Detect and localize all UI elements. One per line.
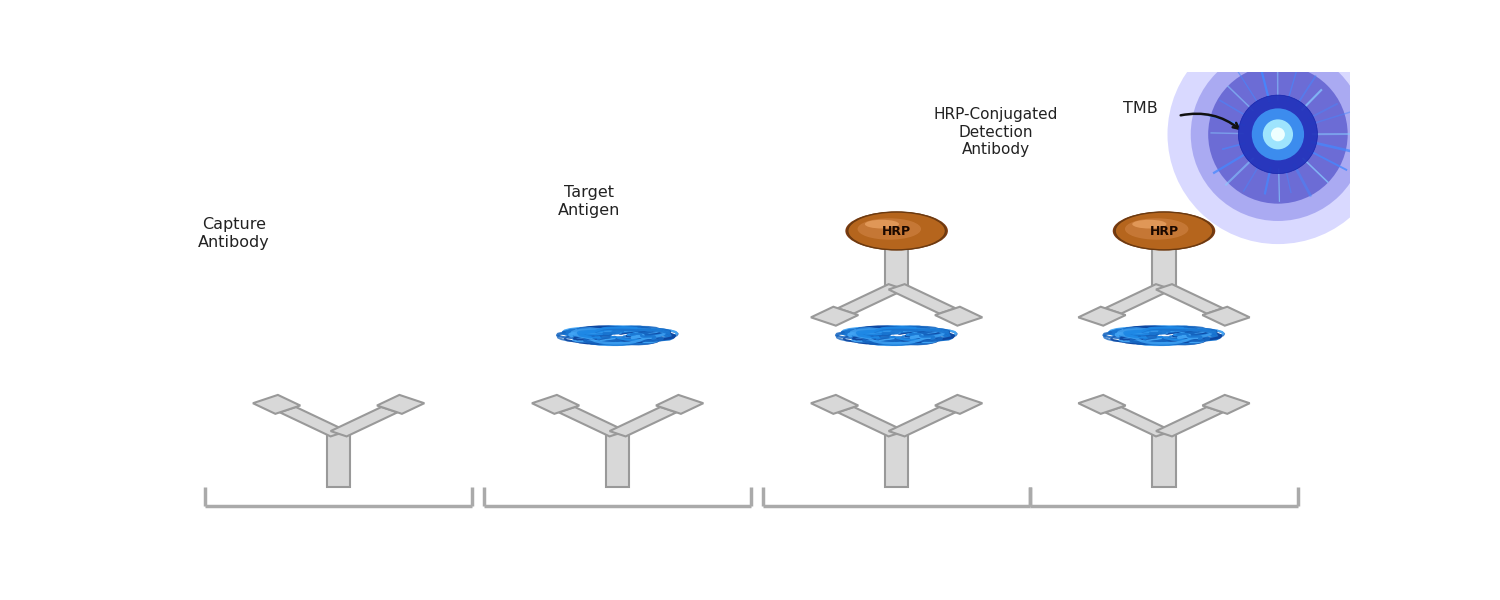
Ellipse shape	[1132, 220, 1167, 229]
Polygon shape	[254, 395, 300, 414]
Polygon shape	[839, 284, 904, 314]
Polygon shape	[330, 407, 398, 436]
Ellipse shape	[1191, 48, 1365, 221]
Polygon shape	[606, 434, 630, 487]
Polygon shape	[280, 407, 346, 436]
Ellipse shape	[1270, 127, 1286, 141]
Polygon shape	[1078, 307, 1125, 326]
Ellipse shape	[1113, 212, 1215, 250]
Ellipse shape	[1239, 95, 1317, 173]
Polygon shape	[1152, 241, 1176, 287]
Ellipse shape	[858, 218, 921, 239]
Polygon shape	[1106, 284, 1172, 314]
Ellipse shape	[865, 220, 898, 229]
Text: HRP-Conjugated
Detection
Antibody: HRP-Conjugated Detection Antibody	[933, 107, 1058, 157]
Polygon shape	[656, 395, 704, 414]
Polygon shape	[1203, 395, 1249, 414]
Polygon shape	[1156, 284, 1222, 314]
Polygon shape	[812, 395, 858, 414]
Ellipse shape	[1114, 212, 1214, 250]
Ellipse shape	[1167, 25, 1389, 244]
Polygon shape	[934, 395, 982, 414]
Text: HRP: HRP	[1149, 226, 1179, 238]
Text: Target
Antigen: Target Antigen	[558, 185, 620, 218]
Text: Capture
Antibody: Capture Antibody	[198, 217, 270, 250]
Ellipse shape	[1263, 119, 1293, 149]
Polygon shape	[888, 284, 956, 314]
Text: HRP: HRP	[882, 226, 910, 238]
Polygon shape	[888, 407, 956, 436]
Ellipse shape	[1252, 109, 1304, 160]
Polygon shape	[327, 434, 350, 487]
Ellipse shape	[846, 212, 948, 250]
Polygon shape	[560, 407, 626, 436]
Polygon shape	[1106, 407, 1172, 436]
Polygon shape	[839, 407, 904, 436]
Polygon shape	[885, 241, 908, 287]
Polygon shape	[1152, 434, 1176, 487]
Polygon shape	[885, 434, 908, 487]
Polygon shape	[1156, 407, 1222, 436]
Ellipse shape	[1208, 65, 1347, 203]
Polygon shape	[1203, 307, 1249, 326]
Polygon shape	[609, 407, 676, 436]
Polygon shape	[934, 307, 982, 326]
Ellipse shape	[847, 212, 945, 250]
Polygon shape	[812, 307, 858, 326]
Polygon shape	[376, 395, 424, 414]
Polygon shape	[532, 395, 579, 414]
Polygon shape	[1078, 395, 1125, 414]
Text: TMB: TMB	[1124, 101, 1158, 116]
Ellipse shape	[1125, 218, 1188, 239]
